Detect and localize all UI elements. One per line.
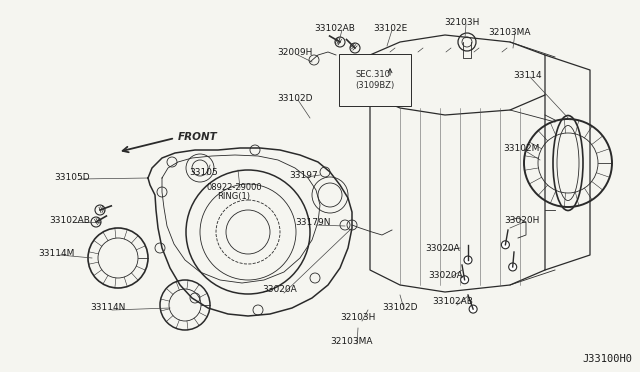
Text: 33020H: 33020H (504, 215, 540, 224)
Text: 33102E: 33102E (373, 23, 407, 32)
Text: 33114M: 33114M (38, 248, 74, 257)
Text: 33102D: 33102D (382, 302, 418, 311)
Text: 33105D: 33105D (54, 173, 90, 182)
Text: 33102AB: 33102AB (315, 23, 355, 32)
Text: 32103H: 32103H (444, 17, 480, 26)
Text: 33114: 33114 (514, 71, 542, 80)
Text: 33102M: 33102M (503, 144, 539, 153)
Circle shape (464, 256, 472, 264)
Text: 33020A: 33020A (429, 270, 463, 279)
Circle shape (501, 241, 509, 249)
Text: 32009H: 32009H (277, 48, 313, 57)
Text: 33102D: 33102D (277, 93, 313, 103)
Circle shape (469, 305, 477, 313)
Text: SEC.310
(3109BZ): SEC.310 (3109BZ) (355, 70, 395, 90)
Text: 08922-29000: 08922-29000 (206, 183, 262, 192)
Text: RING(1): RING(1) (218, 192, 250, 201)
Text: 33020A: 33020A (426, 244, 460, 253)
Text: 33102AB: 33102AB (49, 215, 90, 224)
Text: 33105: 33105 (189, 167, 218, 176)
Text: 33102AB: 33102AB (433, 298, 474, 307)
Circle shape (509, 263, 516, 271)
Text: FRONT: FRONT (178, 132, 218, 142)
Text: 32103MA: 32103MA (331, 337, 373, 346)
Text: 32103MA: 32103MA (489, 28, 531, 36)
Text: 33020A: 33020A (262, 285, 298, 295)
Text: 33197: 33197 (290, 170, 318, 180)
Circle shape (461, 276, 468, 284)
Text: 33179N: 33179N (295, 218, 331, 227)
Text: 33114N: 33114N (90, 304, 125, 312)
Text: 32103H: 32103H (340, 314, 376, 323)
Text: J33100H0: J33100H0 (582, 354, 632, 364)
